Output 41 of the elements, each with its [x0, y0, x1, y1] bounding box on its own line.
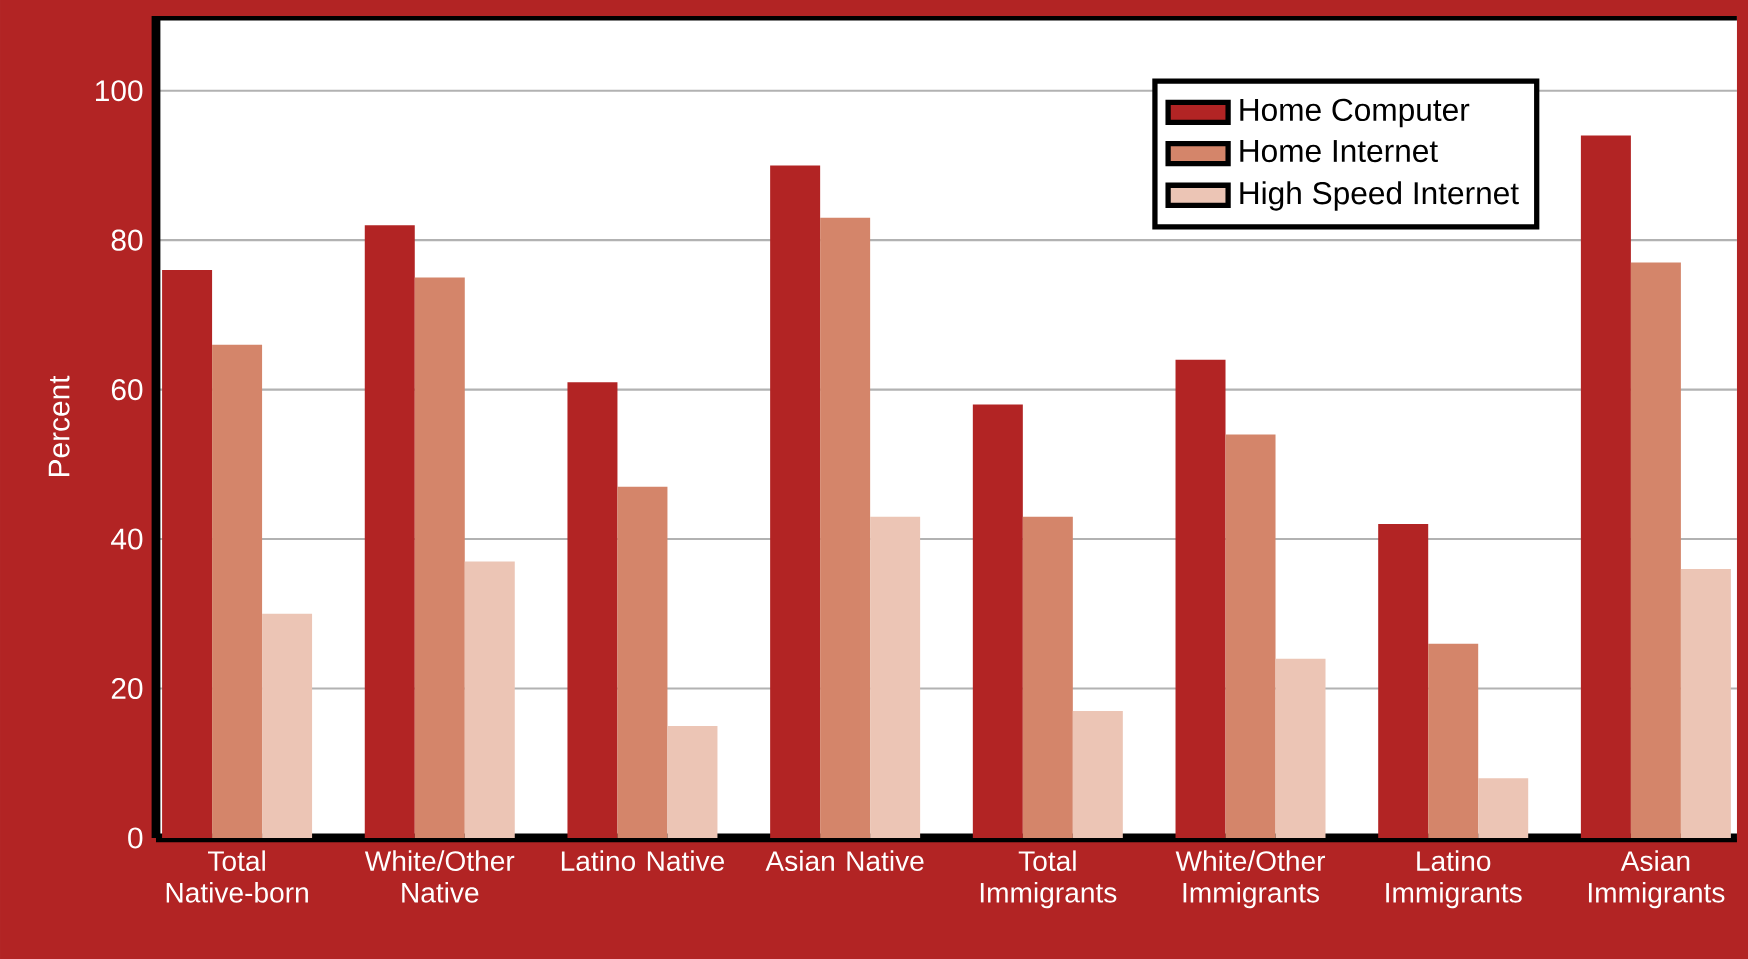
bar: [464, 561, 515, 838]
bar: [1580, 135, 1631, 838]
bar: [1630, 262, 1681, 838]
x-tick-label: Asian Native: [765, 850, 924, 872]
bar: [972, 404, 1023, 838]
bar: [262, 613, 313, 838]
legend-label: Home Internet: [1240, 140, 1438, 163]
x-tick-label: Latino Immigrants: [1386, 850, 1522, 909]
bar: [617, 486, 668, 838]
bar: [1175, 359, 1226, 838]
x-tick-label: White/Other Native: [364, 850, 515, 903]
bar: [1275, 658, 1326, 838]
bar: [870, 516, 921, 838]
x-tick-label: Total Immigrants: [980, 850, 1117, 909]
y-tick-label: 20: [111, 677, 143, 700]
x-tick-label: Total Native-born: [166, 850, 308, 903]
bar: [820, 217, 871, 838]
bar: [1428, 643, 1479, 838]
y-tick-label: 80: [111, 229, 143, 251]
bar: [1022, 516, 1073, 838]
bar: [364, 225, 415, 838]
x-tick-label: Asian Immigrants: [1588, 850, 1725, 909]
y-axis-title: Percent: [48, 375, 70, 477]
bar: [567, 382, 618, 838]
y-tick-label: 100: [96, 80, 143, 102]
bar: [1378, 524, 1429, 838]
bar: [1225, 434, 1276, 838]
y-tick-label: 60: [111, 379, 143, 401]
x-tick-label: White/Other Immigrants: [1175, 850, 1326, 909]
bar: [212, 344, 263, 838]
bar: [414, 277, 465, 838]
y-tick-label: 40: [111, 528, 143, 550]
bar: [1478, 778, 1529, 838]
y-tick-label: 0: [128, 827, 143, 849]
x-tick-label: Latino Native: [561, 850, 725, 872]
legend-label: Home Computer: [1240, 98, 1470, 128]
bar: [667, 725, 718, 838]
legend-label: High Speed Internet: [1240, 181, 1519, 211]
bar: [1072, 710, 1123, 838]
bar: [1680, 568, 1731, 838]
bar: [770, 165, 821, 838]
